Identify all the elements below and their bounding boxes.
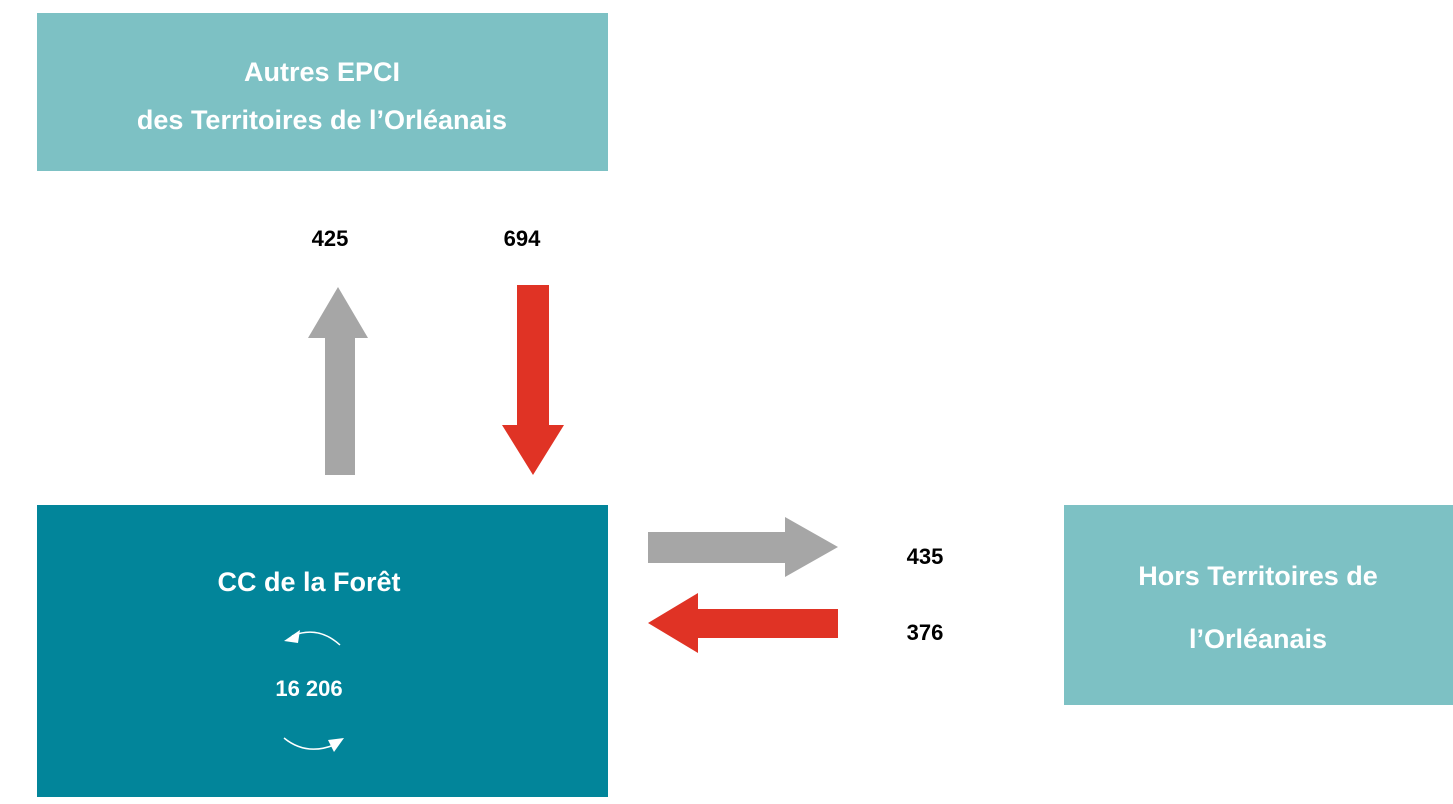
- cycle-arrow-head: [284, 630, 300, 643]
- flow-arrow: [502, 285, 564, 475]
- node-label: Autres EPCI: [244, 57, 400, 87]
- node-label: Hors Territoires de: [1138, 561, 1378, 591]
- flow-value: 694: [504, 226, 541, 251]
- node-label: l’Orléanais: [1189, 624, 1327, 654]
- internal-flow: 16 206: [275, 676, 342, 701]
- flow-value: 425: [312, 226, 349, 251]
- node-label: CC de la Forêt: [217, 567, 400, 597]
- flow-arrow: [648, 593, 838, 653]
- flow-value: 435: [907, 544, 944, 569]
- node-box: [37, 505, 608, 797]
- node-label: des Territoires de l’Orléanais: [137, 105, 507, 135]
- flow-arrow: [648, 517, 838, 577]
- cycle-arrow-head: [328, 738, 344, 752]
- cycle-arrow: [283, 737, 335, 750]
- node-box: [37, 13, 608, 171]
- flow-value: 376: [907, 620, 944, 645]
- node-box: [1064, 505, 1453, 705]
- flow-arrow: [308, 287, 368, 475]
